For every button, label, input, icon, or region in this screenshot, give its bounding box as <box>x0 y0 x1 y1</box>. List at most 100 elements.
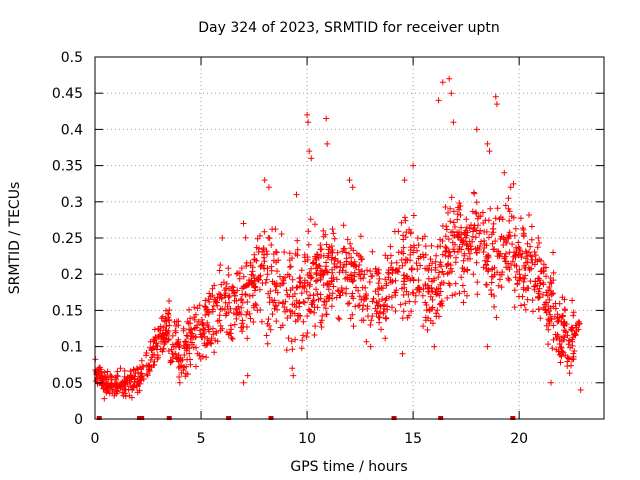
data-point <box>503 250 509 257</box>
y-tick-label: 0.3 <box>61 195 83 211</box>
data-point <box>169 332 176 339</box>
data-point <box>439 268 446 275</box>
data-point <box>307 216 314 223</box>
data-point <box>294 246 301 253</box>
data-point <box>251 278 258 285</box>
data-point <box>427 256 434 263</box>
data-point <box>140 363 147 370</box>
data-point <box>261 251 268 258</box>
data-point <box>181 364 188 371</box>
data-point <box>184 333 191 340</box>
data-point <box>501 169 508 176</box>
data-point <box>305 228 312 235</box>
data-point <box>449 292 456 299</box>
data-point <box>131 376 138 383</box>
data-point <box>506 217 513 224</box>
data-point <box>226 293 233 299</box>
data-point <box>333 294 340 301</box>
data-point <box>359 284 366 291</box>
data-point <box>550 277 557 284</box>
data-point <box>407 230 414 237</box>
data-point <box>138 377 144 384</box>
data-point <box>403 273 410 279</box>
data-point <box>212 298 219 305</box>
data-point <box>269 278 276 285</box>
data-point <box>376 319 383 326</box>
data-point <box>528 223 535 230</box>
data-point <box>445 209 451 216</box>
data-point <box>298 345 305 352</box>
data-point <box>293 284 300 291</box>
data-point <box>171 319 178 325</box>
data-point <box>257 263 264 270</box>
data-point <box>568 326 574 333</box>
data-point <box>320 233 327 240</box>
data-point <box>305 119 312 126</box>
data-point <box>155 354 161 361</box>
data-point <box>337 259 344 266</box>
data-point <box>467 243 474 250</box>
data-point <box>443 248 450 254</box>
data-point <box>210 331 217 338</box>
data-point <box>185 320 192 327</box>
data-point <box>399 262 406 269</box>
data-point <box>293 297 300 304</box>
x-tick-labels: 0 5 10 15 20 <box>91 431 529 447</box>
data-point <box>187 315 194 322</box>
data-point <box>469 208 476 215</box>
data-point <box>380 308 387 315</box>
data-point <box>408 308 415 315</box>
data-point <box>346 300 353 307</box>
data-point <box>318 324 325 330</box>
data-point <box>213 328 220 335</box>
data-point <box>546 296 553 303</box>
data-point <box>512 274 519 281</box>
data-point <box>452 280 459 287</box>
data-point <box>197 355 204 362</box>
data-point <box>430 320 436 327</box>
data-point <box>256 286 263 293</box>
data-point <box>410 242 417 249</box>
data-point <box>184 344 191 351</box>
data-point <box>114 373 121 380</box>
data-point <box>410 290 417 297</box>
data-point <box>535 306 542 313</box>
data-point <box>482 217 489 224</box>
data-point <box>339 248 346 255</box>
data-point <box>438 263 445 270</box>
bottom-marker <box>438 416 444 420</box>
data-point <box>216 312 223 319</box>
data-point <box>369 298 376 305</box>
data-point <box>545 341 552 348</box>
data-point <box>410 212 417 219</box>
data-point <box>236 270 243 277</box>
data-point <box>190 344 197 351</box>
data-point <box>175 336 182 343</box>
data-point <box>387 243 394 250</box>
data-point <box>419 235 426 242</box>
data-point <box>244 335 251 342</box>
data-point <box>323 298 330 305</box>
data-point <box>447 205 454 212</box>
y-tick-label: 0 <box>74 412 83 428</box>
data-point <box>344 236 351 243</box>
data-point <box>321 302 328 308</box>
data-point <box>330 230 337 237</box>
data-point <box>562 329 569 336</box>
data-point <box>209 325 216 332</box>
data-point <box>368 317 375 324</box>
data-point <box>363 338 370 345</box>
data-point <box>243 259 250 266</box>
y-tick-label: 0.45 <box>52 86 83 102</box>
data-point <box>325 286 332 293</box>
data-point <box>380 302 387 309</box>
data-point <box>143 352 149 359</box>
data-point <box>307 308 314 315</box>
data-point <box>147 357 154 363</box>
data-point <box>217 291 224 298</box>
y-tick-labels: 0 0.05 0.1 0.15 0.2 0.25 0.3 0.35 0.4 0.45 0.5 <box>52 50 83 428</box>
data-point <box>204 319 211 326</box>
data-point <box>269 311 276 318</box>
data-point <box>387 277 394 283</box>
data-point <box>160 346 167 353</box>
